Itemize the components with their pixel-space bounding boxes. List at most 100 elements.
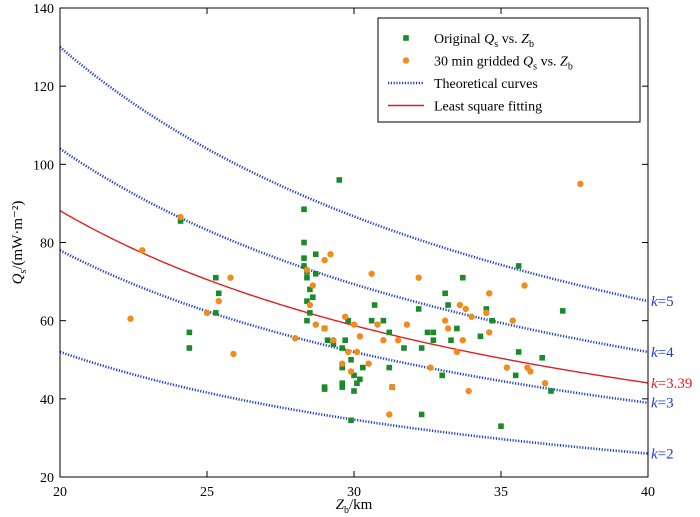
point-gridded bbox=[215, 297, 222, 305]
legend-label-fit: Least square fitting bbox=[434, 100, 542, 115]
point-gridded bbox=[203, 309, 211, 317]
point-gridded bbox=[292, 335, 299, 342]
point-original bbox=[345, 317, 351, 324]
curve-label-k-3-39: k=3.39 bbox=[651, 376, 692, 392]
point-gridded bbox=[527, 368, 534, 375]
point-original bbox=[424, 329, 431, 336]
x-axis-label: Zb​/km bbox=[336, 497, 373, 516]
point-original bbox=[454, 325, 460, 332]
point-original bbox=[304, 317, 310, 324]
point-original bbox=[215, 290, 222, 297]
point-original bbox=[386, 329, 393, 336]
point-gridded bbox=[341, 313, 349, 320]
point-gridded bbox=[350, 321, 358, 328]
point-gridded bbox=[483, 309, 490, 317]
y-tick-label: 140 bbox=[33, 2, 54, 17]
point-original bbox=[512, 372, 519, 379]
point-original bbox=[418, 345, 425, 351]
point-original bbox=[348, 417, 354, 424]
point-gridded bbox=[462, 305, 469, 313]
point-gridded bbox=[356, 333, 364, 340]
point-gridded bbox=[306, 301, 314, 309]
point-original bbox=[360, 364, 366, 371]
y-tick-label: 120 bbox=[33, 80, 54, 95]
point-gridded bbox=[468, 313, 475, 320]
point-original bbox=[301, 255, 307, 261]
point-original bbox=[351, 372, 357, 379]
point-gridded bbox=[227, 274, 234, 281]
point-gridded bbox=[386, 411, 393, 418]
legend-items: Original Qs​ vs. Zb​ 30 min gridded Qs​ v… bbox=[388, 32, 573, 115]
ticks-layer: 20 25 30 35 40 20 40 60 80 100 120 140 bbox=[33, 2, 655, 500]
point-gridded bbox=[374, 321, 381, 328]
y-tick-label: 20 bbox=[40, 471, 54, 486]
point-original bbox=[380, 317, 387, 324]
curve-label-k-4: k=4 bbox=[651, 345, 674, 361]
point-gridded bbox=[139, 247, 146, 254]
curve-labels-layer: k=5 k=4 k=3.39 k=3 k=2 bbox=[651, 294, 692, 462]
point-gridded bbox=[230, 350, 237, 358]
point-gridded bbox=[177, 213, 184, 221]
point-original bbox=[354, 380, 360, 386]
point-gridded bbox=[415, 274, 422, 281]
point-original bbox=[310, 294, 316, 301]
x-tick-label: 40 bbox=[641, 485, 655, 500]
curve-k-3-39 bbox=[59, 210, 649, 384]
point-gridded bbox=[456, 301, 464, 309]
point-gridded bbox=[403, 321, 411, 328]
curve-label-k-2: k=2 bbox=[651, 447, 674, 463]
point-original bbox=[539, 354, 545, 361]
y-axis-label: Qs​/(mW·m⁻²) bbox=[10, 201, 29, 285]
x-tick-label: 20 bbox=[53, 485, 67, 500]
point-original bbox=[483, 306, 490, 312]
point-original bbox=[445, 302, 451, 308]
point-original bbox=[442, 290, 448, 297]
point-gridded bbox=[444, 325, 452, 332]
legend-label-gridded: 30 min gridded Qs​ vs. Zb​ bbox=[434, 55, 573, 73]
point-original bbox=[321, 386, 328, 392]
point-original bbox=[312, 270, 319, 277]
point-gridded bbox=[509, 317, 516, 324]
point-original bbox=[371, 302, 378, 308]
point-gridded bbox=[327, 251, 334, 258]
point-original bbox=[339, 384, 346, 390]
legend: Original Qs​ vs. Zb​ 30 min gridded Qs​ v… bbox=[377, 17, 641, 123]
point-original bbox=[459, 274, 466, 281]
point-original bbox=[342, 337, 348, 344]
point-original bbox=[351, 388, 357, 394]
x-tick-label: 25 bbox=[200, 485, 214, 500]
point-gridded bbox=[389, 383, 396, 391]
curve-label-k-5: k=5 bbox=[651, 294, 674, 310]
point-gridded bbox=[339, 360, 346, 367]
point-original bbox=[304, 274, 310, 281]
point-original bbox=[401, 345, 407, 351]
point-gridded bbox=[486, 290, 493, 297]
point-gridded bbox=[427, 364, 434, 371]
point-original bbox=[448, 337, 454, 344]
legend-box bbox=[377, 17, 641, 123]
point-original bbox=[301, 239, 307, 246]
point-original bbox=[386, 364, 393, 371]
point-gridded bbox=[486, 329, 493, 336]
points-layer bbox=[127, 177, 584, 429]
point-original bbox=[548, 388, 554, 394]
point-gridded bbox=[330, 337, 337, 344]
curve-k-5 bbox=[59, 46, 649, 303]
legend-label-theoretical: Theoretical curves bbox=[434, 77, 538, 92]
point-gridded bbox=[541, 380, 549, 387]
point-original bbox=[336, 177, 343, 183]
x-tick-label: 30 bbox=[347, 485, 361, 500]
point-original bbox=[368, 317, 375, 324]
legend-marker-gridded bbox=[402, 57, 410, 64]
point-gridded bbox=[312, 321, 319, 328]
point-gridded bbox=[321, 256, 328, 264]
point-gridded bbox=[344, 348, 352, 356]
point-original bbox=[312, 251, 319, 258]
point-original bbox=[339, 364, 346, 371]
point-gridded bbox=[453, 348, 461, 356]
y-tick-label: 80 bbox=[40, 237, 54, 252]
y-tick-label: 100 bbox=[33, 158, 54, 173]
point-original bbox=[515, 349, 522, 355]
point-gridded bbox=[503, 364, 511, 371]
point-original bbox=[489, 317, 495, 324]
